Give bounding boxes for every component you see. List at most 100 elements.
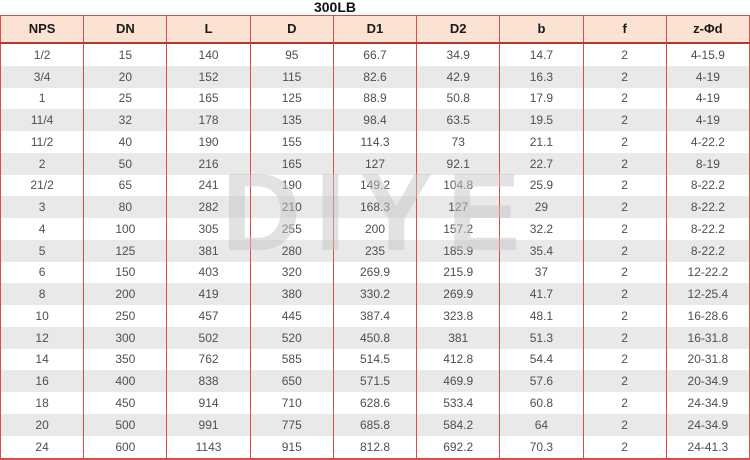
table-cell: 54.4 <box>499 348 584 371</box>
table-cell: 114.3 <box>332 131 418 153</box>
table-cell: 21.1 <box>499 131 584 153</box>
table-cell: 2 <box>582 196 667 219</box>
table-cell: 2 <box>582 348 667 371</box>
column-header-3: D <box>249 15 334 44</box>
column-header-2: L <box>166 15 251 44</box>
table-cell: 4-19 <box>665 65 750 88</box>
table-cell: 24 <box>0 435 85 459</box>
table-cell: 4-19 <box>665 109 750 132</box>
table-cell: 5 <box>0 239 85 262</box>
table-row: 20 500 991 775 685.8 584.2 64 2 24-34.9 <box>0 413 750 436</box>
table-cell: 12-22.2 <box>665 261 750 284</box>
table-cell: 82.6 <box>332 65 418 88</box>
column-header-0: NPS <box>0 15 85 44</box>
table-cell: 16.3 <box>499 65 584 88</box>
table-cell: 24-34.9 <box>665 413 750 436</box>
table-row: 1 25 165 125 88.9 50.8 17.9 2 4-19 <box>0 87 750 110</box>
table-cell: 57.6 <box>499 370 584 393</box>
table-cell: 4-19 <box>665 87 750 110</box>
table-cell: 16 <box>0 370 85 393</box>
table-cell: 34.9 <box>416 42 501 66</box>
table-cell: 19.5 <box>499 109 584 132</box>
table-row: 4 100 305 255 200 157.2 32.2 2 8-22.2 <box>0 218 750 240</box>
table-cell: 4-15.9 <box>665 42 750 66</box>
table-cell: 2 <box>582 87 667 110</box>
table-cell: 157.2 <box>416 218 501 240</box>
table-cell: 12 <box>0 326 85 349</box>
table-title: 300LB <box>313 0 357 15</box>
table-cell: 200 <box>83 283 168 306</box>
header-row: NPS DN L D D1 D2 b f z-Φd <box>0 15 750 44</box>
table-cell: 2 <box>582 174 667 197</box>
table-cell: 20 <box>0 413 85 436</box>
table-cell: 178 <box>166 109 251 132</box>
table-cell: 320 <box>249 261 334 284</box>
table-cell: 190 <box>166 131 251 153</box>
table-cell: 24-34.9 <box>665 392 750 414</box>
table-cell: 127 <box>332 152 418 175</box>
table-cell: 2 <box>582 283 667 306</box>
table-cell: 235 <box>332 239 418 262</box>
table-cell: 92.1 <box>416 152 501 175</box>
table-cell: 64 <box>499 413 584 436</box>
table-cell: 500 <box>83 413 168 436</box>
table-cell: 16-28.6 <box>665 305 750 327</box>
table-cell: 2 <box>582 261 667 284</box>
table-cell: 2 <box>582 131 667 153</box>
table-cell: 20-31.8 <box>665 348 750 371</box>
table-cell: 2 <box>582 370 667 393</box>
table-row: 1/2 15 140 95 66.7 34.9 14.7 2 4-15.9 <box>0 42 750 66</box>
table-cell: 15 <box>83 42 168 66</box>
table-cell: 628.6 <box>332 392 418 414</box>
table-cell: 2 <box>582 392 667 414</box>
table-cell: 775 <box>249 413 334 436</box>
table-row: 3/4 20 152 115 82.6 42.9 16.3 2 4-19 <box>0 65 750 88</box>
table-body: 1/2 15 140 95 66.7 34.9 14.7 2 4-15.9 3/4 20 152 115… <box>0 42 750 459</box>
table-cell: 330.2 <box>332 283 418 306</box>
table-cell: 650 <box>249 370 334 393</box>
table-cell: 50.8 <box>416 87 501 110</box>
table-cell: 216 <box>166 152 251 175</box>
table-cell: 380 <box>249 283 334 306</box>
table-cell: 1 <box>0 87 85 110</box>
table-cell: 2 <box>582 239 667 262</box>
table-cell: 200 <box>332 218 418 240</box>
table-cell: 20-34.9 <box>665 370 750 393</box>
table-cell: 685.8 <box>332 413 418 436</box>
table-cell: 300 <box>83 326 168 349</box>
table-cell: 17.9 <box>499 87 584 110</box>
table-row: 2 50 216 165 127 92.1 22.7 2 8-19 <box>0 152 750 175</box>
table-cell: 571.5 <box>332 370 418 393</box>
table-row: 16 400 838 650 571.5 469.9 57.6 2 20-34.9 <box>0 370 750 393</box>
table-cell: 710 <box>249 392 334 414</box>
table-cell: 60.8 <box>499 392 584 414</box>
table-row: 6 150 403 320 269.9 215.9 37 2 12-22.2 <box>0 261 750 284</box>
table-cell: 70.3 <box>499 435 584 459</box>
table-cell: 73 <box>416 131 501 153</box>
table-cell: 8-22.2 <box>665 196 750 219</box>
column-header-5: D2 <box>416 15 501 44</box>
table-cell: 125 <box>249 87 334 110</box>
table-cell: 18 <box>0 392 85 414</box>
table-cell: 104.8 <box>416 174 501 197</box>
table-cell: 11/4 <box>0 109 85 132</box>
table-cell: 150 <box>83 261 168 284</box>
table-cell: 63.5 <box>416 109 501 132</box>
table-cell: 42.9 <box>416 65 501 88</box>
table-cell: 533.4 <box>416 392 501 414</box>
table-cell: 241 <box>166 174 251 197</box>
table-cell: 502 <box>166 326 251 349</box>
table-cell: 20 <box>83 65 168 88</box>
table-cell: 4-22.2 <box>665 131 750 153</box>
table-cell: 269.9 <box>416 283 501 306</box>
table-cell: 2 <box>582 305 667 327</box>
table-cell: 140 <box>166 42 251 66</box>
table-cell: 8-22.2 <box>665 174 750 197</box>
table-cell: 520 <box>249 326 334 349</box>
table-cell: 8 <box>0 283 85 306</box>
table-cell: 323.8 <box>416 305 501 327</box>
table-row: 10 250 457 445 387.4 323.8 48.1 2 16-28.6 <box>0 305 750 327</box>
table-cell: 32 <box>83 109 168 132</box>
table-cell: 4 <box>0 218 85 240</box>
